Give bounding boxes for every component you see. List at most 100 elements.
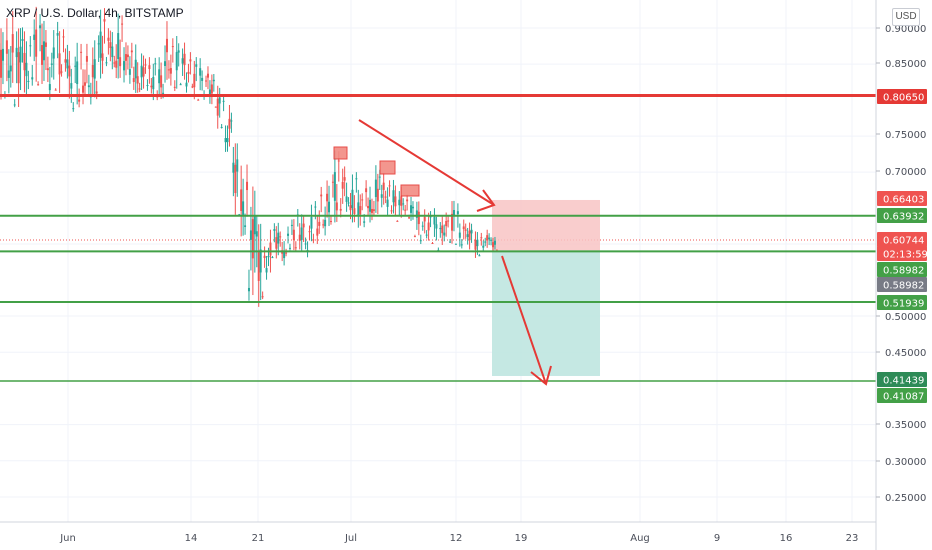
candle-body [439,227,442,230]
candle-body [259,249,262,273]
candle-body [240,189,243,211]
price-tick-label: 0.25000 [885,493,926,504]
candle-body [449,241,452,243]
candle-body [372,209,375,211]
candle-body [191,86,194,88]
price-badge-label: 0.63932 [883,212,924,223]
candle-body [1,48,4,61]
candle-body [246,181,249,191]
candle-body [310,216,313,229]
candle-body [251,219,254,259]
candle-body [162,92,165,94]
candle-body [474,240,477,250]
downtrend-arrow-head [476,189,496,212]
candle-body [58,53,61,75]
candle-body [48,84,51,91]
candle-body [152,76,155,90]
candle-body [322,224,325,226]
candle-body [216,98,219,116]
price-badge-label: 0.60744 [883,236,924,247]
candle-body [410,205,413,213]
candle-body [185,82,188,87]
candle-body [82,85,85,93]
price-tick-label: 0.35000 [885,420,926,431]
price-badge-label: 0.80650 [883,93,924,104]
candle-body [314,206,317,208]
price-badge-label: 0.41439 [883,376,924,387]
candle-body [331,181,334,183]
candle-body [205,80,208,82]
candle-body [99,31,102,58]
candle-body [357,202,360,216]
price-badge [877,232,927,247]
time-tick-label: 12 [450,533,463,544]
candle-body [179,84,182,86]
candle-body [493,240,496,245]
candle-body [470,229,473,234]
candle-body [431,242,434,244]
lower-high-marker [400,184,420,197]
candle-body [269,242,272,256]
candle-body [271,257,274,259]
candle-body [361,199,364,201]
candle-body [165,38,168,53]
candle-body [74,65,77,67]
candle-body [302,223,305,228]
candle-body [376,188,379,202]
candle-body [288,247,291,249]
candle-body [365,188,368,193]
candle-body [7,70,10,78]
candle-body [167,69,170,71]
candle-body [72,108,75,110]
candle-body [400,196,403,206]
candle-body [353,208,356,214]
candle-body [17,52,20,84]
currency-button[interactable]: USD [892,8,920,26]
candle-body [115,60,118,68]
candle-body [433,216,436,225]
candle-body [150,85,153,88]
candle-body [134,59,137,79]
candle-body [337,160,340,162]
candle-body [68,65,71,77]
candle-body [206,73,209,78]
candle-body [394,196,397,207]
candle-body [109,42,112,49]
candle-body [482,245,485,248]
candle-body [60,71,63,73]
candle-body [349,205,352,211]
candle-body [341,181,344,189]
candle-body [355,178,358,180]
candle-body [123,61,126,71]
candle-body [402,203,405,205]
candle-body [464,229,467,231]
time-tick-label: 14 [185,533,198,544]
candle-body [130,50,133,53]
candle-body [52,47,55,59]
candle-body [103,19,106,22]
candle-body [417,211,420,225]
candle-body [261,296,264,298]
candle-body [320,194,323,197]
candle-body [50,63,53,65]
candle-body [27,80,30,82]
candle-body [136,76,139,84]
candle-body [326,193,329,202]
candle-body [189,59,192,62]
price-badge-label: 02:13:59 [883,250,928,261]
target-arrow-head [530,365,552,386]
candle-body [304,243,307,245]
candle-body [345,196,348,202]
candle-body [392,190,395,203]
candle-body [93,59,96,79]
candle-body [201,77,204,81]
candle-body [492,242,495,248]
symbol-title: XRP / U.S. Dollar, 4h, BITSTAMP [6,6,184,20]
time-tick-label: 19 [515,533,528,544]
candle-body [146,85,149,87]
candle-body [396,220,399,222]
candle-body [35,29,38,57]
candle-body [148,65,151,70]
position-stop-zone [492,199,600,251]
